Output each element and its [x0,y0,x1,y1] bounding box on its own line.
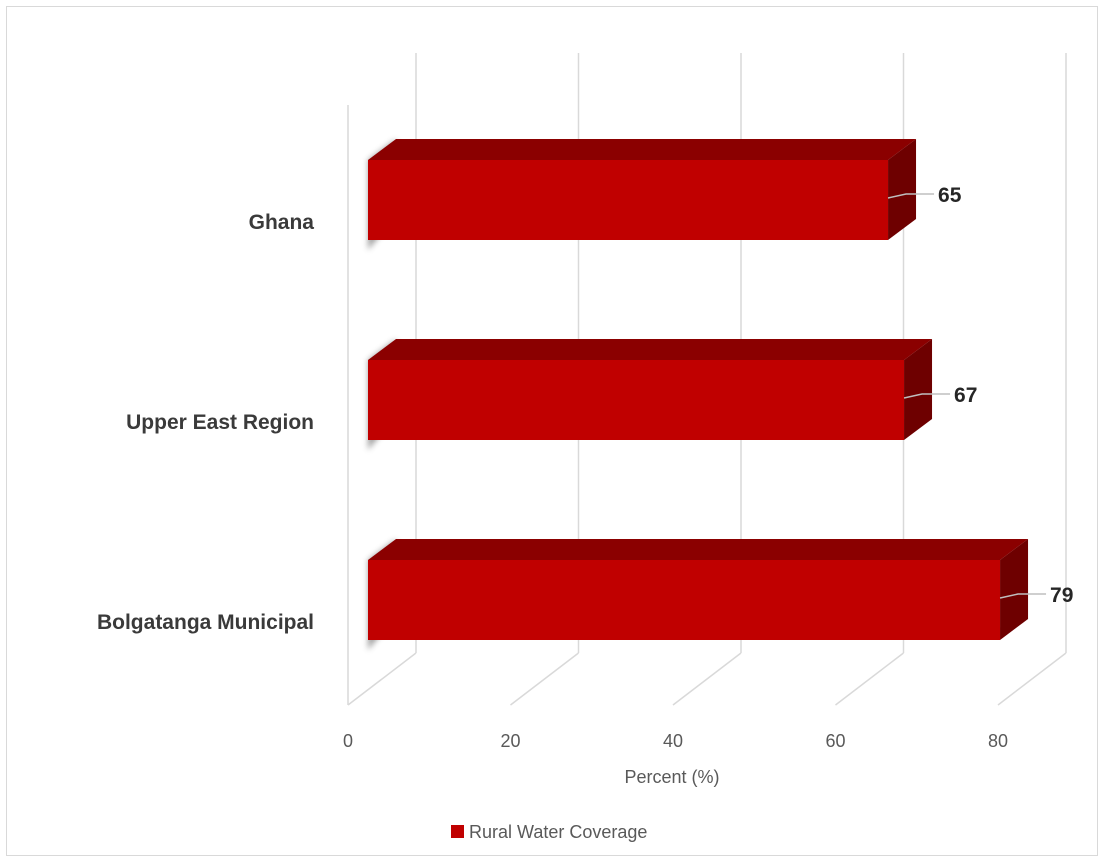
bar-front-face [368,360,905,440]
bar-top-face [368,339,933,360]
floor-gridline [510,652,579,706]
x-tick-label: 40 [663,731,683,751]
floor-gridline [997,652,1067,706]
x-tick-label: 0 [343,731,353,751]
category-label: Upper East Region [126,411,314,434]
data-label: 65 [938,184,962,207]
x-axis-title: Percent (%) [624,767,719,787]
data-label-leader [999,593,1047,599]
x-tick-label: 60 [825,731,845,751]
bar-end-face [1000,539,1029,640]
bar-end-face [888,139,917,240]
bar [368,339,951,450]
bar-front-face [368,560,1001,640]
data-label: 79 [1050,584,1073,607]
category-label: Bolgatanga Municipal [97,611,314,634]
category-label: Ghana [249,211,315,234]
bar [368,139,935,250]
floor-gridline [347,652,417,706]
bar-end-face [904,339,933,440]
floor-gridline [672,652,742,706]
data-label-leader [903,393,951,399]
x-tick-label: 20 [500,731,520,751]
bars [368,139,1047,650]
legend: Rural Water Coverage [451,822,647,842]
legend-label: Rural Water Coverage [469,822,647,842]
floor-gridline [835,652,904,706]
bar-front-face [368,160,889,240]
labels: 0 20 40 60 80 65 Ghana 67 Upper East Region 79 Bol… [97,184,1073,751]
legend-swatch [451,825,464,838]
bar [368,539,1047,650]
bar-top-face [368,539,1029,560]
data-label: 67 [954,384,977,407]
data-label-leader [887,193,935,199]
bar-top-face [368,139,917,160]
x-tick-label: 80 [988,731,1008,751]
